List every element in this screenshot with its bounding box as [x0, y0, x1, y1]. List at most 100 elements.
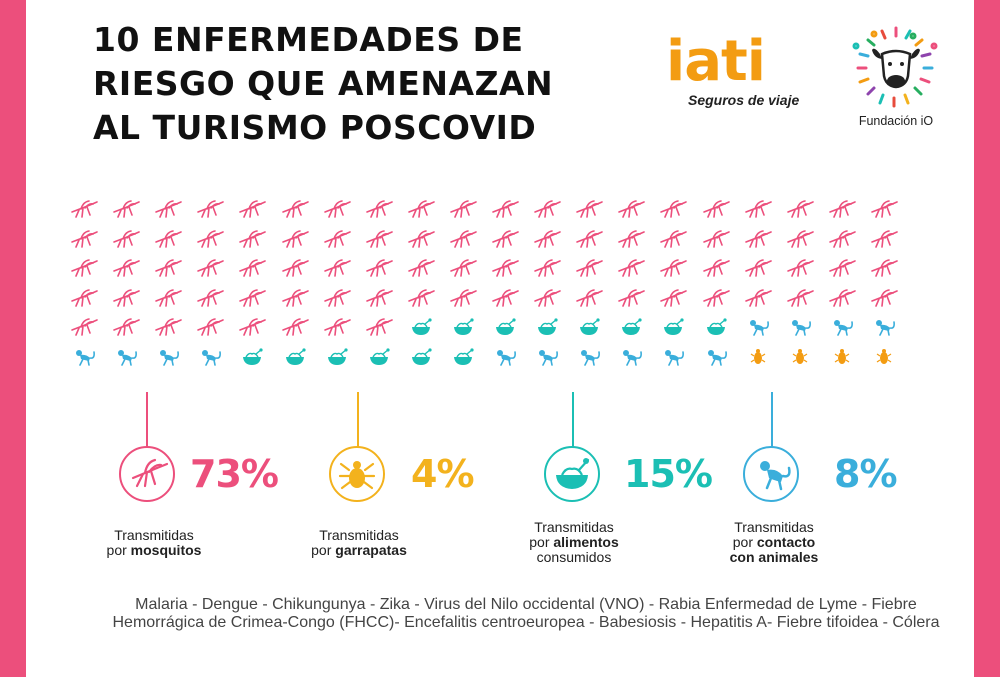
mosquito-icon: [239, 288, 267, 307]
mosquito-icon: [365, 318, 393, 336]
tick-connector: [357, 392, 359, 452]
mosquito-icon: [197, 288, 225, 307]
tick-circle: [329, 446, 385, 502]
mosquito-icon: [828, 229, 856, 248]
mosquito-icon: [155, 288, 182, 307]
mosquito-icon: [786, 229, 814, 248]
mosquito-icon: [281, 288, 309, 307]
mosquito-icon: [660, 288, 688, 307]
title-line-2: RIESGO QUE AMENAZAN: [93, 64, 554, 103]
mosquito-icon: [618, 229, 646, 248]
mosquito-icon: [492, 200, 519, 218]
mosquito-icon: [871, 229, 898, 248]
tick-icon: [750, 348, 765, 364]
mosquito-icon: [576, 259, 603, 277]
food-icon: [622, 318, 642, 335]
mosquito-icon: [618, 288, 646, 307]
fundacion-io-emblem: [852, 26, 938, 108]
mosquito-icon: [71, 318, 98, 336]
animal-label-line2: por contacto: [674, 535, 874, 550]
mosquito-connector: [146, 392, 148, 452]
mosquito-icon: [323, 288, 351, 307]
mosquito-label: Transmitidas por mosquitos: [54, 528, 254, 558]
food-icon: [664, 318, 684, 335]
title-line-3: AL TURISMO POSCOVID: [93, 108, 537, 147]
tick-label-line2: por garrapatas: [259, 543, 459, 558]
mosquito-icon: [828, 288, 856, 307]
mosquito-icon: [197, 200, 225, 218]
mosquito-icon: [744, 288, 772, 307]
food-icon: [580, 318, 600, 335]
food-label-line1: Transmitidas: [534, 519, 614, 535]
mosquito-icon: [155, 229, 182, 248]
food-icon: [243, 347, 263, 365]
monkey-icon: [623, 349, 643, 366]
mosquito-icon: [155, 259, 182, 277]
mosquito-icon: [660, 229, 688, 248]
mosquito-icon: [113, 318, 140, 336]
monkey-icon: [875, 320, 895, 336]
mosquito-icon: [786, 259, 814, 277]
mosquito-icon: [281, 229, 309, 248]
mosquito-icon: [113, 288, 140, 307]
mosquito-icon: [365, 229, 393, 248]
mosquito-icon: [534, 200, 561, 218]
monkey-icon: [539, 349, 559, 366]
mosquito-icon: [871, 259, 898, 277]
iati-logo-wordmark: iati: [666, 29, 766, 94]
mosquito-icon: [450, 259, 477, 277]
mosquito-label-line2: por mosquitos: [54, 543, 254, 558]
animal-label-line1: Transmitidas: [734, 519, 814, 535]
mosquito-icon: [492, 259, 519, 277]
iati-logo: iati Seguros de viaje: [666, 29, 800, 109]
food-icon: [369, 347, 390, 365]
mosquito-icon: [576, 200, 603, 218]
mosquito-icon: [71, 200, 98, 218]
mosquito-icon: [197, 318, 225, 336]
monkey-icon: [76, 349, 95, 366]
tick-label-line1: Transmitidas: [319, 527, 399, 543]
mosquito-icon: [660, 259, 688, 277]
mosquito-icon: [702, 200, 730, 218]
monkey-icon: [749, 320, 769, 336]
mosquito-icon: [492, 288, 519, 307]
mosquito-icon: [239, 259, 267, 277]
food-icon: [556, 458, 590, 489]
mosquito-icon: [239, 229, 267, 248]
iati-logo-tagline: Seguros de viaje: [688, 92, 800, 108]
mosquito-label-prefix: por: [106, 542, 131, 558]
mosquito-icon: [197, 229, 225, 248]
mosquito-icon: [786, 288, 814, 307]
tick-icon: [834, 348, 850, 364]
tick-percent: 4%: [411, 452, 475, 496]
monkey-icon: [202, 349, 222, 366]
mosquito-label-bold: mosquitos: [130, 542, 202, 558]
animal-label-line3: con animales: [729, 549, 819, 565]
food-icon: [411, 318, 432, 335]
mosquito-icon: [618, 259, 646, 277]
mosquito-icon: [450, 288, 477, 307]
mosquito-icon: [407, 259, 435, 277]
food-icon: [327, 347, 348, 365]
mosquito-icon: [618, 200, 646, 218]
mosquito-icon: [534, 288, 561, 307]
mosquito-icon: [407, 288, 435, 307]
tick-label-prefix: por: [311, 542, 336, 558]
mosquito-icon: [871, 288, 898, 307]
food-icon: [285, 347, 306, 365]
food-label-bold: alimentos: [553, 534, 619, 550]
mosquito-icon: [113, 200, 140, 218]
mosquito-icon: [702, 288, 730, 307]
animal-label-bold: contacto: [756, 534, 816, 550]
food-icon: [453, 318, 474, 335]
animal-circle: [743, 446, 799, 502]
title-line-1: 10 ENFERMEDADES DE: [93, 20, 524, 59]
mosquito-icon: [71, 288, 98, 307]
tick-label-bold: garrapatas: [335, 542, 407, 558]
mosquito-icon: [323, 200, 351, 218]
mosquito-icon: [113, 229, 140, 248]
infographic-page: 10 ENFERMEDADES DE RIESGO QUE AMENAZAN A…: [26, 0, 974, 677]
animal-percent: 8%: [834, 452, 898, 496]
mosquito-icon: [323, 229, 351, 248]
mosquito-icon: [155, 200, 182, 218]
